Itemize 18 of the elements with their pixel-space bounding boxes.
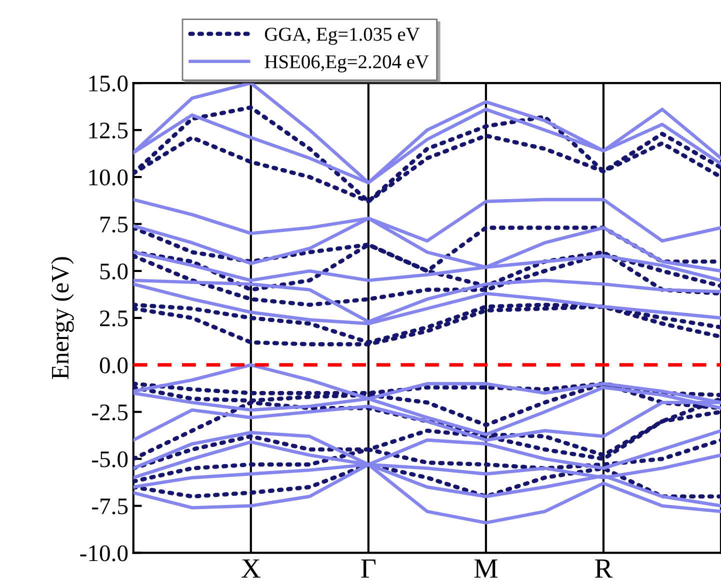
y-tick-label: -7.5 (92, 498, 128, 514)
legend-label: GGA, Eg=1.035 eV (264, 28, 420, 45)
y-tick-label: -2.5 (92, 404, 128, 420)
y-tick-label: 10.0 (89, 170, 128, 186)
y-tick-label: 2.5 (100, 310, 128, 326)
x-tick-label: M (474, 559, 498, 578)
y-tick-label: 0.0 (100, 357, 128, 374)
y-tick-label: 5.0 (100, 263, 128, 280)
legend-label: HSE06,Eg=2.204 eV (264, 55, 429, 72)
x-tick-label: X (241, 559, 260, 578)
y-tick-label: 15.0 (89, 76, 128, 92)
y-axis-title: Energy (eV) (51, 257, 74, 380)
y-tick-label: -10.0 (80, 545, 128, 562)
y-tick-label: 7.5 (100, 216, 128, 233)
y-tick-label: 12.5 (89, 122, 128, 139)
x-tick-label: R (595, 559, 613, 578)
x-tick-label: Γ (361, 559, 376, 578)
y-tick-label: -5.0 (92, 451, 128, 468)
